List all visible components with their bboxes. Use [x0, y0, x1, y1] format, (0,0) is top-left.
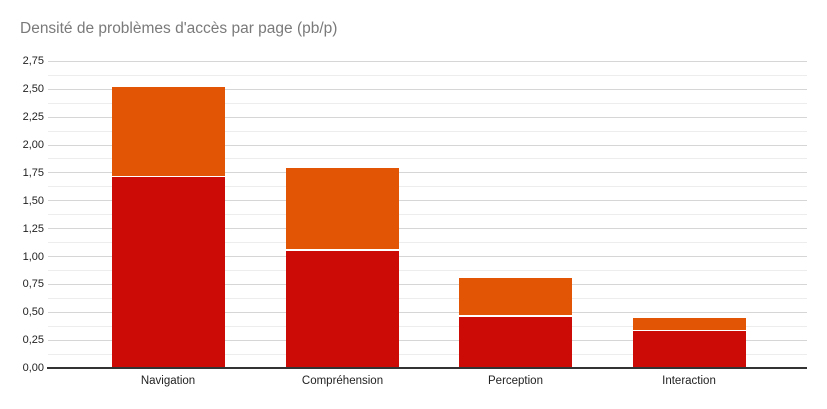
major-gridline [48, 256, 807, 257]
major-gridline [48, 200, 807, 202]
major-gridline [48, 88, 807, 90]
y-axis-tick-label: 1,75 [22, 166, 44, 179]
bar-segment-red-bottom-segment[interactable] [286, 250, 399, 368]
major-gridline [48, 228, 807, 230]
minor-gridline [48, 297, 807, 299]
bar-segment-orange-top-segment[interactable] [459, 277, 572, 316]
minor-gridline [48, 269, 807, 271]
x-axis-category-label: Interaction [662, 375, 716, 387]
x-axis-category-label: Navigation [140, 375, 196, 387]
major-gridline [48, 339, 807, 341]
major-gridline [48, 283, 807, 285]
y-axis-tick-label: 1,50 [22, 194, 44, 207]
y-axis-tick-label: 1,00 [22, 250, 44, 263]
y-axis-tick-label: 2,25 [22, 111, 44, 124]
bar-segment-orange-top-segment[interactable] [632, 317, 746, 330]
x-axis-category-label: Perception [488, 375, 543, 387]
y-axis-tick-label: 0,00 [22, 362, 44, 374]
bar-segment-red-bottom-segment[interactable] [111, 177, 225, 368]
chart-title: Densité de problèmes d'accès par page (p… [20, 20, 338, 37]
major-gridline [48, 60, 807, 62]
minor-gridline [48, 242, 807, 244]
minor-gridline [48, 214, 807, 216]
major-gridline [48, 144, 807, 146]
minor-gridline [48, 186, 807, 188]
bar-segment-orange-top-segment[interactable] [286, 168, 399, 250]
y-axis-tick-label: 2,00 [22, 139, 44, 152]
bar-segment-orange-top-segment[interactable] [111, 87, 225, 176]
minor-gridline [48, 74, 807, 76]
y-axis-tick-label: 1,25 [22, 222, 44, 235]
bar-segment-red-bottom-segment[interactable] [632, 331, 746, 368]
y-axis-tick-label: 0,25 [22, 334, 44, 347]
major-gridline [48, 116, 807, 118]
x-axis-category-label: Compréhension [301, 375, 384, 387]
minor-gridline [48, 325, 807, 327]
minor-gridline [48, 353, 807, 355]
x-axis-line [47, 367, 807, 369]
major-gridline [48, 172, 807, 174]
y-axis-tick-label: 0,50 [22, 306, 44, 319]
y-axis-tick-label: 2,50 [22, 83, 44, 96]
bar-segment-red-bottom-segment[interactable] [459, 316, 572, 368]
y-axis-tick-label: 0,75 [22, 278, 44, 291]
minor-gridline [48, 102, 807, 104]
y-axis-tick-label: 2,75 [22, 55, 44, 68]
minor-gridline [48, 158, 807, 160]
major-gridline [48, 311, 807, 313]
minor-gridline [48, 130, 807, 132]
